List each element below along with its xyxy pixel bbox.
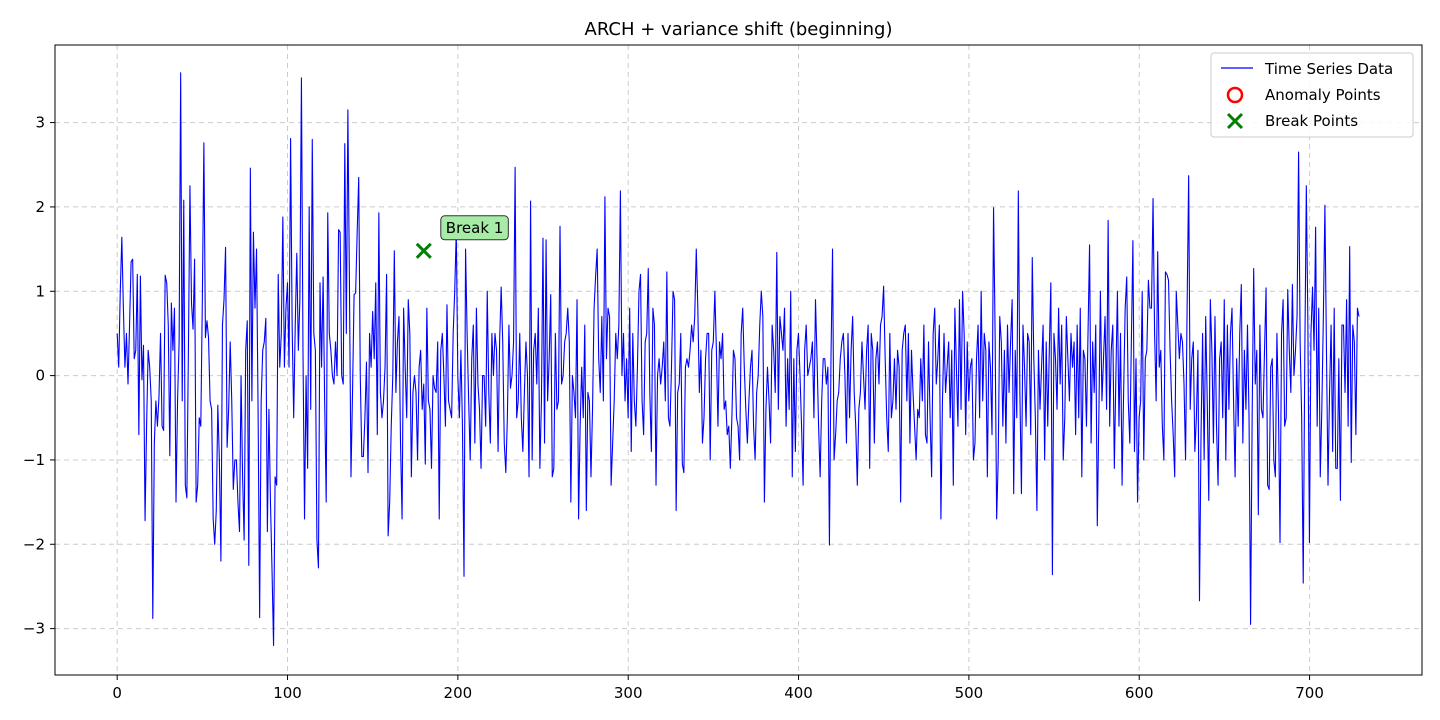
legend: Time Series Data Anomaly Points Break Po… (1210, 52, 1414, 138)
x-tick-label: 200 (444, 684, 473, 702)
y-tick-label: −2 (23, 535, 45, 553)
x-tick-label: 0 (112, 684, 122, 702)
legend-label-series: Time Series Data (1264, 60, 1393, 78)
legend-label-anomaly: Anomaly Points (1265, 86, 1381, 104)
x-tick-label: 300 (614, 684, 643, 702)
series-line-time-series-data (116, 72, 1360, 647)
y-tick-label: −3 (23, 620, 45, 638)
y-tick-label: 1 (35, 282, 45, 300)
legend-label-break: Break Points (1265, 112, 1358, 130)
x-tick-label: 500 (955, 684, 984, 702)
break-annotation-label: Break 1 (446, 219, 504, 237)
legend-frame (1210, 52, 1414, 138)
break-point-marker (415, 242, 432, 259)
break-annotation: Break 1 (440, 215, 509, 241)
x-tick-label: 700 (1295, 684, 1324, 702)
x-tick-label: 100 (273, 684, 302, 702)
plot-frame (54, 44, 1423, 676)
x-tick-label: 600 (1125, 684, 1154, 702)
y-tick-label: 0 (35, 367, 45, 385)
y-tick-label: −1 (23, 451, 45, 469)
legend-anomaly-swatch-icon (1226, 86, 1244, 104)
marker-layer (415, 242, 432, 259)
chart-title: ARCH + variance shift (beginning) (585, 19, 893, 40)
legend-break-swatch-icon (1226, 112, 1244, 130)
y-tick-label: 3 (35, 114, 45, 132)
axis-ticks: 0 100 200 300 400 500 600 700 −3 −2 −1 0 1 2 3 (23, 114, 1324, 702)
annotation-layer: Break 1 (440, 215, 509, 241)
y-tick-label: 2 (35, 198, 45, 216)
x-tick-label: 400 (784, 684, 813, 702)
break-annotation-box (440, 215, 509, 241)
series-layer (116, 72, 1360, 647)
